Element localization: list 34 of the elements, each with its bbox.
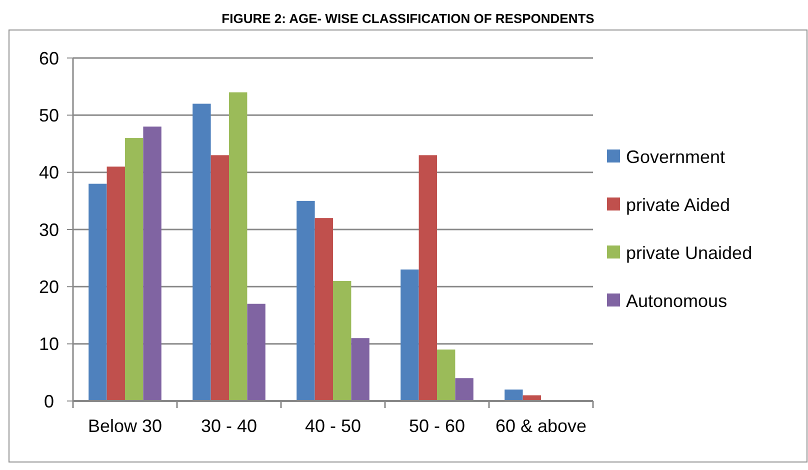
legend-label: Autonomous <box>626 290 728 311</box>
bar <box>418 155 437 401</box>
bar <box>125 138 144 401</box>
y-tick-label: 50 <box>38 105 60 126</box>
bar <box>437 350 456 401</box>
y-tick-label: 30 <box>38 220 60 240</box>
y-tick-label: 60 <box>38 48 60 68</box>
legend-label: private Aided <box>626 194 730 215</box>
bar <box>88 184 107 401</box>
y-tick-label: 20 <box>38 276 60 297</box>
bar <box>247 304 266 401</box>
legend-label: Government <box>626 146 726 167</box>
bar <box>455 378 474 401</box>
chart-title: FIGURE 2: AGE- WISE CLASSIFICATION OF RESPONDENTS <box>222 11 595 26</box>
x-tick-label: 30 - 40 <box>200 416 258 436</box>
bar <box>106 166 125 401</box>
bar <box>296 200 315 401</box>
bar <box>192 104 211 401</box>
x-tick-label: Below 30 <box>88 416 162 436</box>
y-tick-label: 0 <box>44 391 54 412</box>
bar <box>351 338 370 401</box>
bar <box>210 155 229 401</box>
x-tick-label: 40 - 50 <box>304 416 362 436</box>
bar <box>143 126 162 401</box>
legend-label: private Unaided <box>626 242 752 263</box>
bar <box>333 280 352 401</box>
bar <box>229 92 248 401</box>
x-tick-label: 60 & above <box>495 416 587 436</box>
bar <box>314 218 333 401</box>
x-tick-label: 50 - 60 <box>408 416 466 436</box>
bar <box>400 270 419 401</box>
y-tick-label: 10 <box>38 334 60 354</box>
bar <box>504 390 523 401</box>
y-tick-label: 40 <box>38 162 60 183</box>
